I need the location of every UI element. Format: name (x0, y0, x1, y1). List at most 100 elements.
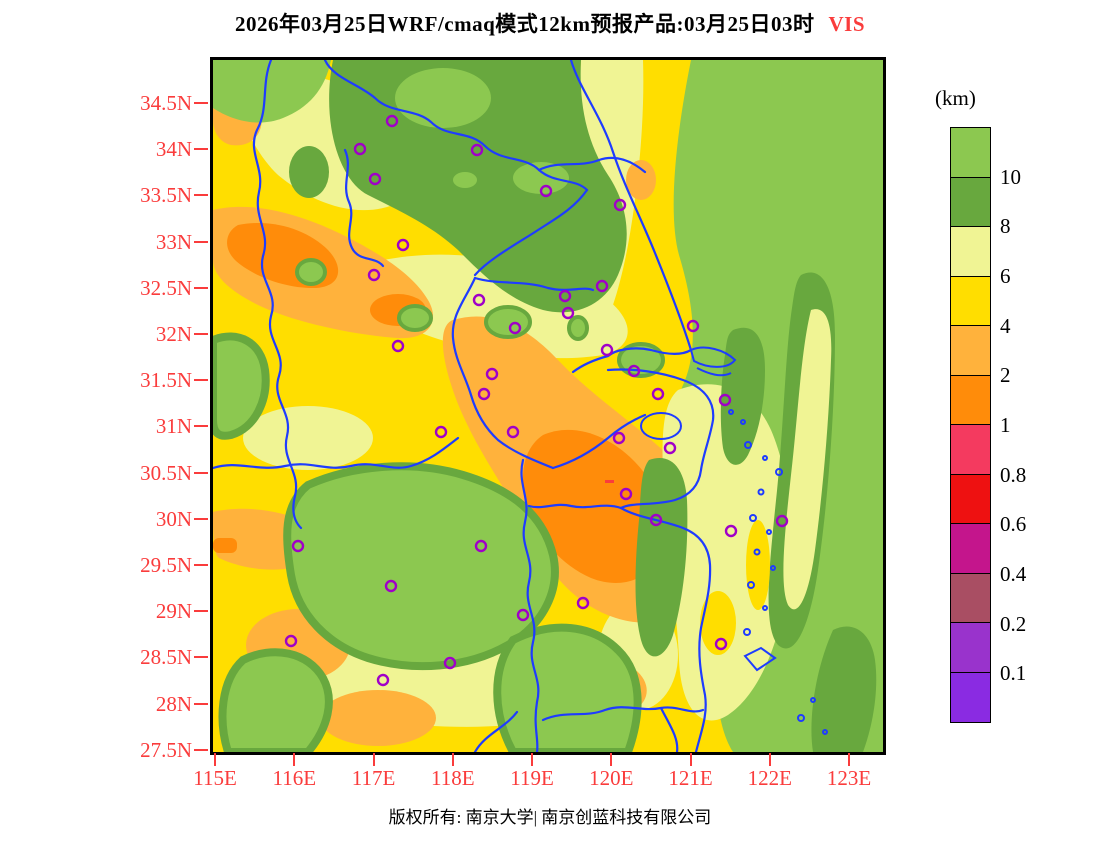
title-text: 2026年03月25日WRF/cmaq模式12km预报产品:03月25日03时 (234, 12, 815, 36)
station-marker (595, 279, 609, 293)
lat-label: 30N (155, 506, 192, 531)
lon-label: 116E (272, 766, 317, 790)
lat-label: 28.5N (140, 645, 192, 670)
lat-tick (194, 517, 208, 520)
lat-tick (194, 564, 208, 566)
station-marker (376, 673, 390, 687)
lat-label: 33N (155, 229, 192, 254)
station-marker (506, 425, 520, 439)
lat-label: 34.5N (140, 91, 192, 115)
station-marker (284, 634, 298, 648)
lon-tick (531, 753, 533, 766)
legend-cell (951, 672, 990, 722)
legend-cell (951, 375, 990, 425)
legend-cell (951, 177, 990, 227)
lon-label: 123E (826, 766, 872, 790)
lon-tick (768, 753, 771, 766)
station-marker (367, 268, 381, 282)
station-marker (714, 637, 728, 651)
lat-tick (194, 379, 208, 382)
legend-label: 2 (1000, 363, 1011, 388)
lat-label: 29N (155, 599, 192, 624)
lon-tick (372, 753, 375, 766)
lon-tick (214, 753, 216, 766)
legend-cell (951, 425, 990, 475)
offshore-pale-strip (783, 309, 832, 610)
station-marker (576, 596, 590, 610)
lat-label: 32.5N (140, 275, 192, 300)
contour-band-10plus-north (213, 60, 569, 194)
legend-cell (951, 227, 990, 277)
legend-label: 0.2 (1000, 611, 1027, 636)
station-marker (434, 425, 448, 439)
lat-tick (194, 333, 208, 335)
lat-tick (194, 194, 208, 197)
station-marker (651, 387, 665, 401)
lat-label: 27.5N (140, 737, 192, 762)
station-marker (470, 143, 484, 157)
station-marker (385, 114, 399, 128)
lat-label: 33.5N (140, 183, 192, 208)
lat-tick (194, 240, 208, 243)
legend-cell (951, 524, 990, 574)
map-panel (210, 57, 886, 755)
lon-tick (848, 753, 850, 766)
green-patch-west (289, 146, 329, 198)
lon-tick (451, 753, 454, 766)
lon-label: 115E (193, 766, 237, 790)
station-marker (472, 293, 486, 307)
lat-tick (194, 102, 208, 104)
lat-tick (194, 425, 208, 428)
lon-label: 122E (747, 766, 792, 790)
lat-label: 30.5N (140, 460, 192, 485)
lon-label: 119E (510, 766, 554, 790)
lat-label: 31N (155, 414, 192, 439)
station-marker (613, 198, 627, 212)
station-marker (649, 513, 663, 527)
lon-tick (293, 753, 296, 766)
lon-label: 120E (589, 766, 634, 790)
legend-label: 0.6 (1000, 512, 1027, 537)
islands-and-lakes (640, 346, 828, 735)
lon-tick (610, 753, 613, 766)
copyright: 版权所有: 南京大学| 南京创蓝科技有限公司 (388, 808, 712, 827)
legend-label: 10 (1000, 164, 1021, 189)
lat-tick (194, 702, 208, 705)
lat-label: 32N (155, 322, 192, 346)
lat-tick (194, 748, 208, 751)
station-marker (368, 172, 382, 186)
station-markers-layer (284, 114, 789, 687)
lat-label: 29.5N (140, 553, 192, 577)
lat-tick (194, 148, 208, 151)
contour-band-10plus-inland (213, 332, 642, 752)
lat-tick (194, 656, 208, 659)
station-marker (558, 289, 572, 303)
legend-cell (951, 326, 990, 376)
station-marker (686, 319, 700, 333)
small-green-spots (295, 168, 665, 378)
red-dash (605, 480, 614, 483)
low-visibility-dashes (605, 480, 614, 483)
station-marker (600, 343, 614, 357)
station-marker (539, 184, 553, 198)
lat-tick (194, 471, 208, 474)
variable-name: VIS (828, 12, 866, 36)
lon-label: 118E (430, 766, 475, 790)
lat-tick (194, 286, 208, 289)
station-marker (384, 579, 398, 593)
coastal-fog-band (662, 384, 791, 721)
station-marker (612, 431, 626, 445)
station-marker (291, 539, 305, 553)
station-marker (619, 487, 633, 501)
legend-label: 4 (1000, 313, 1011, 338)
station-marker (474, 539, 488, 553)
lon-label: 117E (351, 766, 396, 790)
station-marker (663, 441, 677, 455)
legend-cell (951, 128, 990, 178)
station-marker (391, 339, 405, 353)
page-title: 2026年03月25日WRF/cmaq模式12km预报产品:03月25日03时 V… (0, 8, 1100, 38)
visibility-contour-map (213, 60, 883, 752)
station-marker (516, 608, 530, 622)
legend-label: 1 (1000, 413, 1011, 437)
legend-label: 0.8 (1000, 462, 1027, 487)
